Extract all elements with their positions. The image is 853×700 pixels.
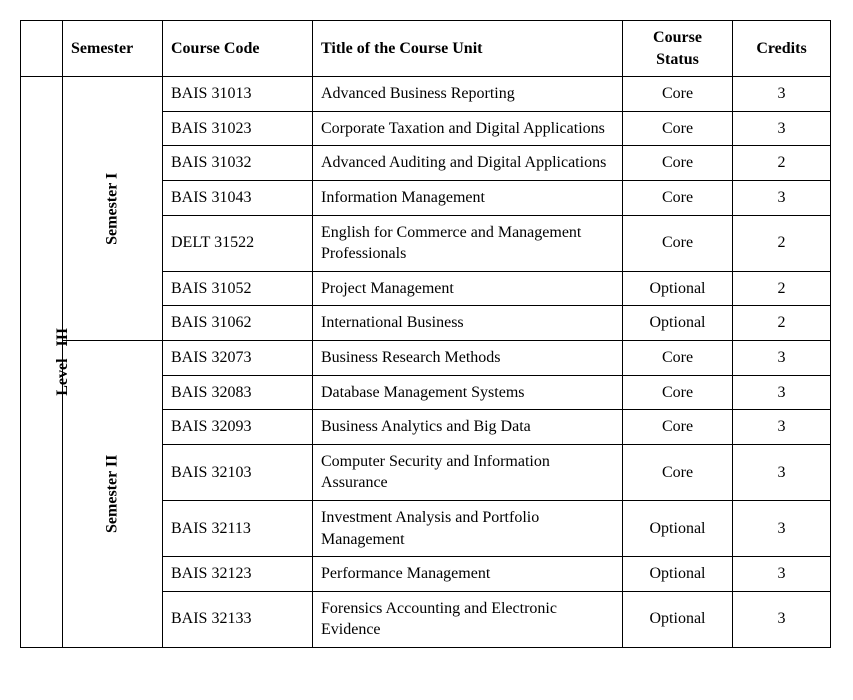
course-credits: 3 [733,444,831,500]
course-title: Advanced Auditing and Digital Applicatio… [313,146,623,181]
header-course-status: Course Status [623,21,733,77]
course-status: Core [623,410,733,445]
course-credits: 3 [733,557,831,592]
course-status: Optional [623,500,733,556]
semester-label-cell: Semester II [63,340,163,647]
header-course-title: Title of the Course Unit [313,21,623,77]
course-status: Core [623,375,733,410]
header-course-code: Course Code [163,21,313,77]
course-code: BAIS 32113 [163,500,313,556]
course-credits: 3 [733,410,831,445]
course-title: Project Management [313,271,623,306]
course-status: Core [623,77,733,112]
semester-label-cell: Semester I [63,77,163,341]
course-code: BAIS 32083 [163,375,313,410]
course-code: DELT 31522 [163,215,313,271]
course-status: Optional [623,591,733,647]
course-credits: 3 [733,180,831,215]
course-code: BAIS 32133 [163,591,313,647]
course-code: BAIS 31043 [163,180,313,215]
course-code: BAIS 31052 [163,271,313,306]
course-title: Investment Analysis and Portfolio Manage… [313,500,623,556]
course-credits: 2 [733,215,831,271]
course-credits: 3 [733,77,831,112]
table-row: Level III Semester I BAIS 31013 Advanced… [21,77,831,112]
course-status: Core [623,180,733,215]
course-title: Database Management Systems [313,375,623,410]
course-status: Core [623,111,733,146]
course-status: Optional [623,271,733,306]
course-credits: 2 [733,306,831,341]
course-code: BAIS 32093 [163,410,313,445]
course-credits: 3 [733,111,831,146]
course-status: Optional [623,306,733,341]
course-title: Performance Management [313,557,623,592]
course-table: Semester Course Code Title of the Course… [20,20,831,648]
course-title: Corporate Taxation and Digital Applicati… [313,111,623,146]
course-code: BAIS 32073 [163,340,313,375]
course-status: Core [623,444,733,500]
course-credits: 3 [733,340,831,375]
course-title: Advanced Business Reporting [313,77,623,112]
course-title: International Business [313,306,623,341]
course-title: Business Analytics and Big Data [313,410,623,445]
level-label: Level III [52,328,74,396]
table-header-row: Semester Course Code Title of the Course… [21,21,831,77]
semester-1-label: Semester I [102,173,124,245]
course-title: Computer Security and Information Assura… [313,444,623,500]
course-code: BAIS 31023 [163,111,313,146]
course-code: BAIS 32123 [163,557,313,592]
course-title: Information Management [313,180,623,215]
course-credits: 3 [733,591,831,647]
course-status: Core [623,215,733,271]
course-title: Business Research Methods [313,340,623,375]
course-title: English for Commerce and Management Prof… [313,215,623,271]
course-status: Optional [623,557,733,592]
header-level-blank [21,21,63,77]
level-label-cell: Level III [21,77,63,648]
course-credits: 2 [733,271,831,306]
course-credits: 3 [733,500,831,556]
course-credits: 2 [733,146,831,181]
semester-2-label: Semester II [102,455,124,533]
table-row: Semester II BAIS 32073 Business Research… [21,340,831,375]
course-status: Core [623,340,733,375]
header-credits: Credits [733,21,831,77]
course-code: BAIS 31032 [163,146,313,181]
course-code: BAIS 31062 [163,306,313,341]
course-credits: 3 [733,375,831,410]
course-status: Core [623,146,733,181]
course-code: BAIS 31013 [163,77,313,112]
header-semester: Semester [63,21,163,77]
course-code: BAIS 32103 [163,444,313,500]
course-title: Forensics Accounting and Electronic Evid… [313,591,623,647]
